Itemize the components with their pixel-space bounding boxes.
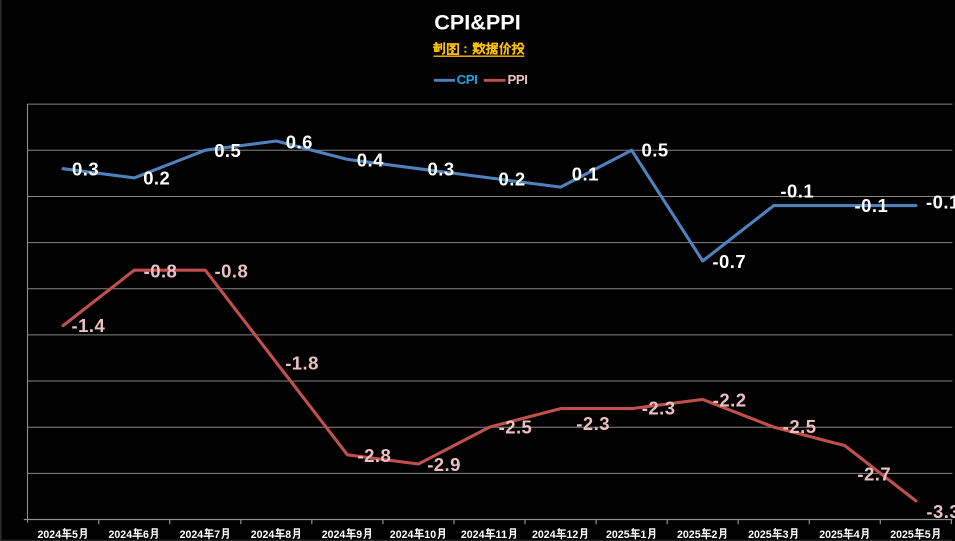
svg-text:0.3: 0.3 [72, 159, 99, 180]
svg-text:0.5: 0.5 [214, 140, 241, 161]
svg-text:8: 8 [285, 529, 291, 541]
svg-text:-0.8: -0.8 [144, 260, 178, 281]
svg-text:0.1: 0.1 [572, 164, 599, 185]
svg-text:2025: 2025 [819, 529, 843, 541]
svg-text:9: 9 [356, 529, 362, 541]
svg-text:1: 1 [641, 529, 647, 541]
svg-text:0.2: 0.2 [143, 168, 170, 189]
svg-text:2025: 2025 [890, 529, 914, 541]
svg-text:2024: 2024 [251, 529, 275, 541]
svg-text:2024: 2024 [390, 529, 414, 541]
svg-text:-2.7: -2.7 [857, 464, 891, 485]
svg-text:2: 2 [712, 529, 718, 541]
svg-text:7: 7 [214, 529, 220, 541]
svg-text:0.6: 0.6 [286, 131, 313, 152]
svg-text:-2.5: -2.5 [783, 416, 817, 437]
svg-text:2024: 2024 [180, 529, 204, 541]
svg-text:2024: 2024 [532, 529, 556, 541]
svg-text:4: 4 [854, 529, 861, 541]
svg-text:-0.1: -0.1 [780, 181, 814, 202]
svg-text:0.5: 0.5 [642, 139, 669, 160]
svg-text:-3.3: -3.3 [926, 501, 955, 522]
svg-text:2024: 2024 [322, 529, 346, 541]
svg-text:2025: 2025 [606, 529, 630, 541]
svg-text:-0.7: -0.7 [712, 251, 746, 272]
svg-text:0.3: 0.3 [428, 159, 455, 180]
svg-text:-0.1: -0.1 [855, 195, 889, 216]
svg-text:0.2: 0.2 [499, 168, 526, 189]
svg-text:-2.3: -2.3 [576, 413, 610, 434]
svg-text:-0.1: -0.1 [926, 191, 955, 212]
svg-text:10: 10 [424, 529, 436, 541]
svg-text:2024: 2024 [109, 529, 133, 541]
svg-text:-0.8: -0.8 [215, 260, 249, 281]
svg-text:11: 11 [495, 529, 507, 541]
svg-text:5: 5 [925, 529, 931, 541]
svg-text:-1.8: -1.8 [285, 352, 319, 373]
svg-text:3: 3 [783, 529, 789, 541]
svg-text:2025: 2025 [748, 529, 772, 541]
svg-text:CPI: CPI [457, 72, 478, 87]
svg-text:2024: 2024 [461, 529, 485, 541]
svg-text:-2.2: -2.2 [713, 389, 747, 410]
svg-text:0.4: 0.4 [357, 149, 384, 170]
svg-text:-1.4: -1.4 [72, 315, 106, 336]
svg-text:CPI&PPI: CPI&PPI [434, 10, 520, 35]
svg-text:2025: 2025 [677, 529, 701, 541]
svg-text:PPI: PPI [508, 72, 528, 87]
svg-text:2024: 2024 [38, 529, 62, 541]
svg-text:-2.5: -2.5 [499, 416, 533, 437]
svg-text:-2.3: -2.3 [642, 398, 676, 419]
svg-text:6: 6 [143, 529, 149, 541]
svg-text:-2.9: -2.9 [427, 454, 461, 475]
svg-text:-2.8: -2.8 [358, 445, 392, 466]
svg-text:12: 12 [567, 529, 579, 541]
svg-text:5: 5 [72, 529, 78, 541]
